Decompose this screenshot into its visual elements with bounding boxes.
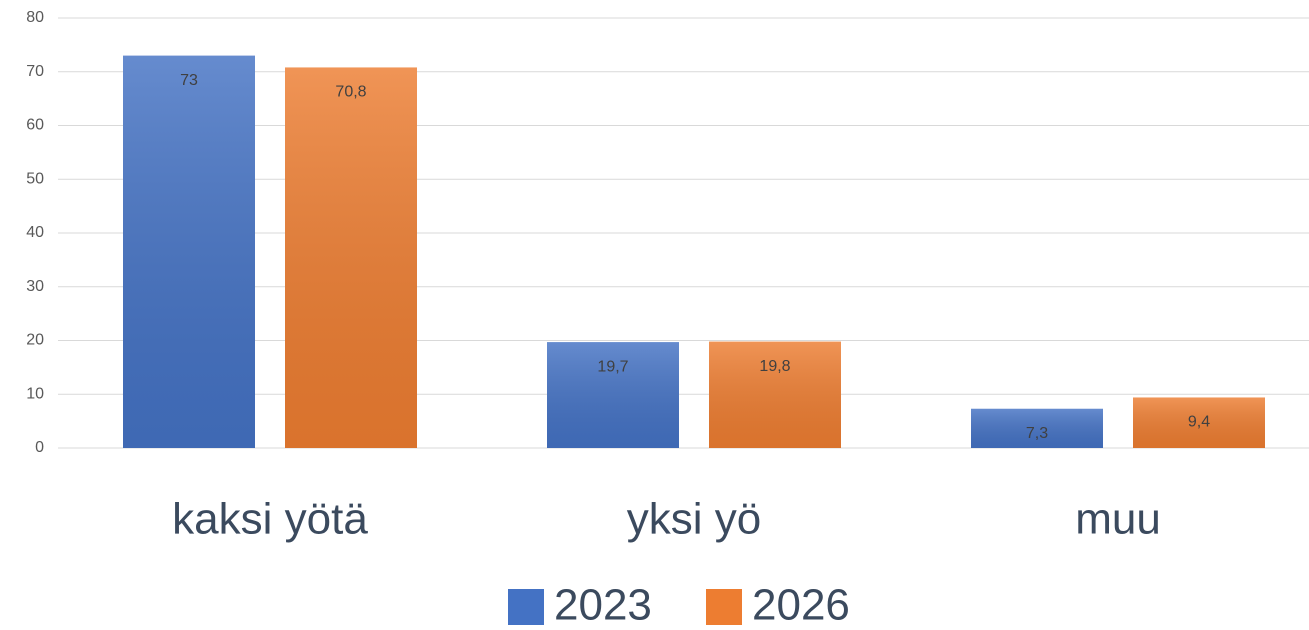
value-label: 7,3 [1026, 425, 1048, 442]
y-tick-label: 0 [35, 439, 44, 456]
x-tick-label: muu [1075, 495, 1161, 544]
y-tick-label: 40 [26, 224, 44, 241]
bar-shade [285, 67, 417, 448]
y-tick-label: 20 [26, 332, 44, 349]
y-tick-label: 70 [26, 63, 44, 80]
bar-shade [709, 341, 841, 448]
legend-label: 2023 [554, 581, 652, 630]
value-label: 19,7 [597, 358, 628, 375]
bar-shade [971, 408, 1103, 448]
y-tick-label: 10 [26, 385, 44, 402]
bar-shade [1133, 397, 1265, 448]
legend-label: 2026 [752, 581, 850, 630]
x-tick-label: kaksi yötä [172, 495, 368, 544]
x-tick-label: yksi yö [627, 495, 761, 544]
legend-swatch [706, 589, 742, 625]
legend-swatch [508, 589, 544, 625]
bar-shade [123, 55, 255, 448]
value-label: 70,8 [335, 84, 366, 101]
y-tick-label: 30 [26, 278, 44, 295]
value-label: 19,8 [759, 358, 790, 375]
y-tick-label: 80 [26, 9, 44, 26]
value-label: 73 [180, 72, 198, 89]
y-tick-label: 50 [26, 170, 44, 187]
value-label: 9,4 [1188, 414, 1210, 431]
y-tick-label: 60 [26, 117, 44, 134]
bar-shade [547, 342, 679, 448]
